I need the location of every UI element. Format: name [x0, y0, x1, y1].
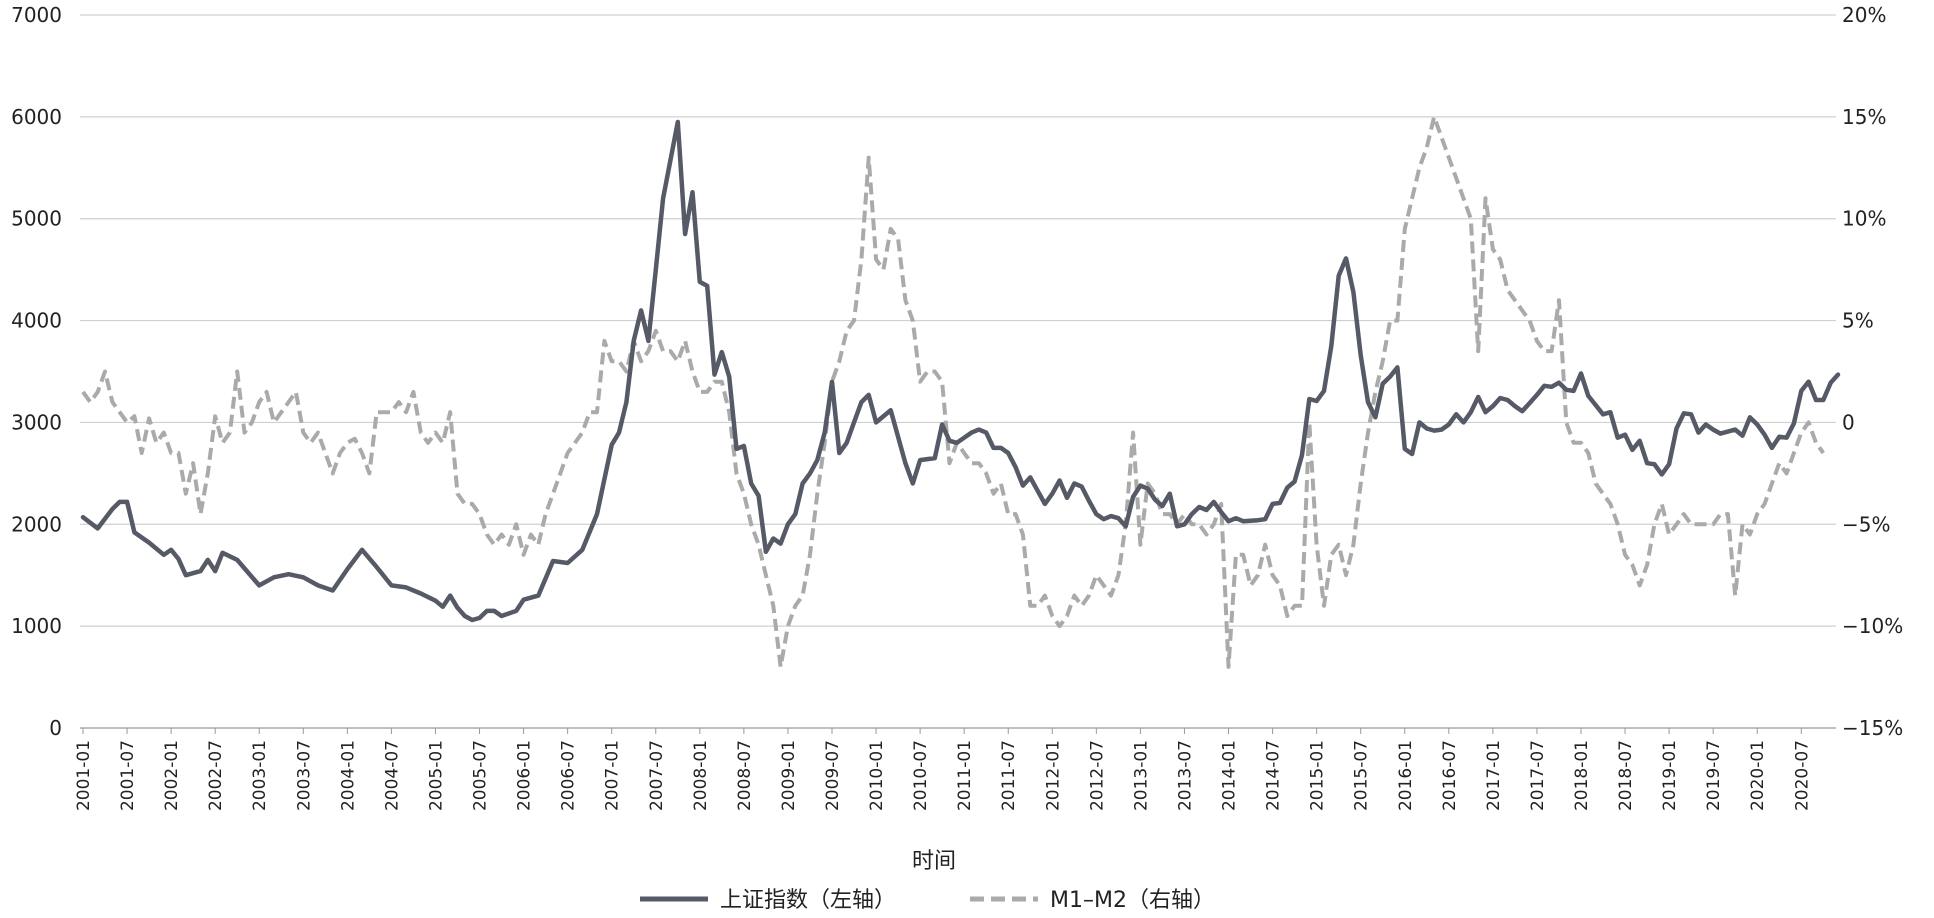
x-axis-tick-label: 2011-07	[999, 740, 1019, 811]
x-axis-tick-label: 2004-07	[382, 740, 402, 811]
x-axis-tick-label: 2016-07	[1440, 740, 1460, 811]
x-axis-tick-label: 2010-01	[867, 740, 887, 811]
x-axis-tick-label: 2019-07	[1704, 740, 1724, 811]
series-layer	[80, 114, 1841, 669]
x-axis-tick-label: 2005-01	[426, 740, 446, 811]
x-axis-tick-label: 2016-01	[1396, 740, 1416, 811]
left-axis-tick-label: 2000	[11, 512, 62, 536]
x-axis-tick-label: 2003-01	[250, 740, 270, 811]
left-axis-tick-label: 0	[49, 716, 62, 740]
x-axis-tick-label: 2007-01	[603, 740, 623, 811]
right-axis-tick-label: −5%	[1842, 512, 1891, 536]
x-axis-tick-label: 2002-07	[206, 740, 226, 811]
series-line-m1-m2	[81, 114, 1825, 669]
x-axis-tick-label: 2013-01	[1131, 740, 1151, 811]
right-axis-tick-label: 15%	[1842, 105, 1886, 129]
x-axis-tick-label: 2017-01	[1484, 740, 1504, 811]
x-axis-tick-label: 2008-07	[735, 740, 755, 811]
x-axis-tick-label: 2012-01	[1043, 740, 1063, 811]
right-axis-tick-label: 0	[1842, 410, 1855, 434]
left-axis-ticks: 0 1000 2000 3000 4000 5000 6000 7000	[11, 3, 62, 740]
series-line-sse-index	[80, 119, 1841, 623]
right-axis-tick-label: −15%	[1842, 716, 1903, 740]
x-axis-tick-label: 2018-01	[1572, 740, 1592, 811]
gridlines	[80, 14, 1836, 729]
x-axis-ticks: 2001-01 2001-07 2002-01 2002-07 2003-01 2003-…	[74, 728, 1812, 811]
x-axis-tick-label: 2003-07	[294, 740, 314, 811]
left-axis-tick-label: 4000	[11, 309, 62, 333]
x-axis-tick-label: 2011-01	[955, 740, 975, 811]
x-axis-tick-label: 2013-07	[1175, 740, 1195, 811]
left-axis-tick-label: 6000	[11, 105, 62, 129]
left-axis-tick-label: 1000	[11, 614, 62, 638]
x-axis-tick-label: 2014-07	[1264, 740, 1284, 811]
x-axis-tick-label: 2015-01	[1308, 740, 1328, 811]
right-axis-tick-label: 5%	[1842, 309, 1874, 333]
legend-label: M1–M2（右轴）	[1050, 888, 1215, 913]
right-axis-tick-label: −10%	[1842, 614, 1903, 638]
x-axis-tick-label: 2012-07	[1087, 740, 1107, 811]
x-axis-tick-label: 2019-01	[1660, 740, 1680, 811]
right-axis-tick-label: 20%	[1842, 3, 1886, 27]
x-axis-tick-label: 2018-07	[1616, 740, 1636, 811]
left-axis-tick-label: 3000	[11, 410, 62, 434]
x-axis-tick-label: 2006-01	[515, 740, 535, 811]
x-axis-tick-label: 2020-07	[1792, 740, 1812, 811]
right-axis-tick-label: 10%	[1842, 207, 1886, 231]
x-axis-tick-label: 2004-01	[338, 740, 358, 811]
legend: 上证指数（左轴） M1–M2（右轴）	[640, 888, 1215, 913]
x-axis-tick-label: 2010-07	[911, 740, 931, 811]
x-axis-tick-label: 2005-07	[471, 740, 491, 811]
x-axis-tick-label: 2009-07	[823, 740, 843, 811]
left-axis-tick-label: 7000	[11, 3, 62, 27]
x-axis-title: 时间	[912, 849, 956, 874]
x-axis-tick-label: 2014-01	[1220, 740, 1240, 811]
x-axis-tick-label: 2008-01	[691, 740, 711, 811]
x-axis-tick-label: 2020-01	[1748, 740, 1768, 811]
right-axis-ticks: −15% −10% −5% 0 5% 10% 15% 20%	[1842, 3, 1903, 740]
x-axis-tick-label: 2002-01	[162, 740, 182, 811]
x-axis-tick-label: 2006-07	[559, 740, 579, 811]
x-axis-tick-label: 2009-01	[779, 740, 799, 811]
x-axis-tick-label: 2007-07	[647, 740, 667, 811]
left-axis-tick-label: 5000	[11, 207, 62, 231]
x-axis-tick-label: 2001-01	[74, 740, 94, 811]
x-axis-tick-label: 2017-07	[1528, 740, 1548, 811]
x-axis-tick-label: 2001-07	[118, 740, 138, 811]
x-axis-tick-label: 2015-07	[1352, 740, 1372, 811]
legend-label: 上证指数（左轴）	[720, 888, 896, 913]
